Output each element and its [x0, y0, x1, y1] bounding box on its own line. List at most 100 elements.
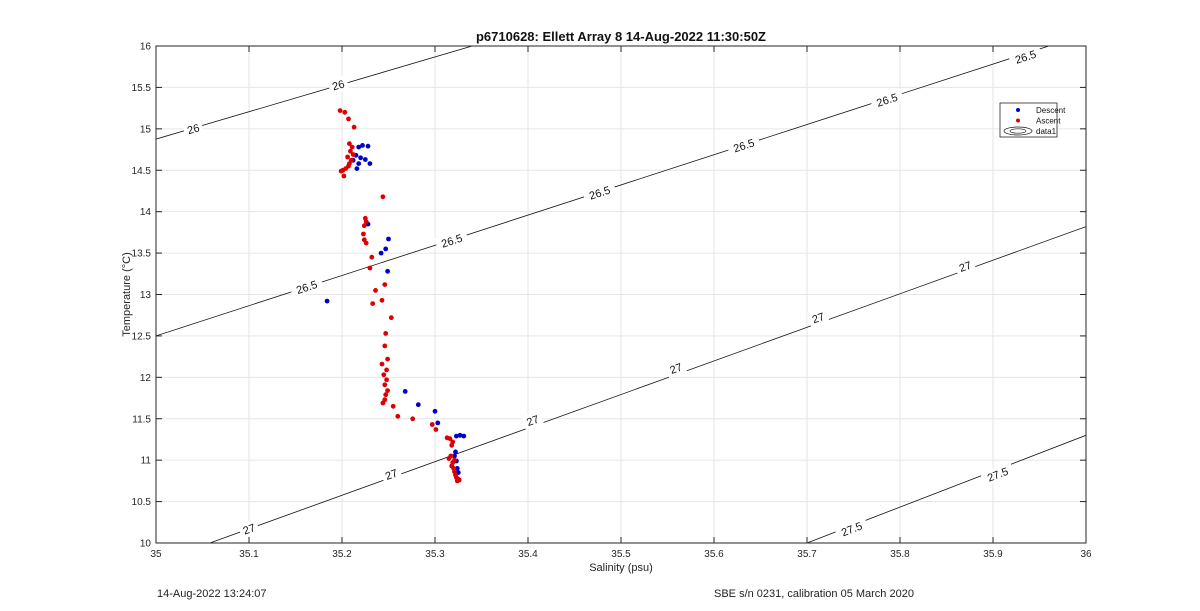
descent-point [354, 166, 360, 172]
ascent-point [447, 436, 453, 441]
ascent-point [385, 388, 390, 393]
y-tick-label: 14 [140, 207, 152, 218]
contour-label-bg [582, 181, 617, 205]
descent-point [386, 236, 391, 242]
contour-label-bg [327, 75, 350, 95]
ascent-point [341, 173, 347, 179]
contour-label-bg [289, 275, 325, 299]
contour-label: 27 [242, 522, 258, 537]
legend-contour-icon [1003, 126, 1033, 136]
y-tick-label: 15.5 [132, 83, 152, 94]
descent-point [356, 144, 362, 150]
contour-label-bg [806, 307, 830, 328]
descent-point [454, 466, 460, 471]
y-tick-label: 16 [140, 42, 152, 53]
ascent-point [383, 331, 389, 336]
x-tick-label: 35.5 [611, 549, 631, 560]
ascent-point [454, 478, 460, 484]
descent-point [383, 246, 389, 252]
descent-point [365, 143, 371, 149]
descent-point [415, 402, 421, 408]
ascent-point [380, 194, 386, 200]
series-ascent [337, 108, 462, 484]
ascent-point [337, 108, 343, 113]
contour-label-bg [726, 133, 762, 157]
descent-point [362, 157, 368, 162]
legend-label: Descent [1036, 106, 1066, 115]
ascent-point [373, 288, 378, 293]
x-tick-label: 36 [1080, 549, 1092, 560]
ascent-point [379, 297, 385, 303]
descent-point [358, 155, 363, 161]
ascent-point [349, 144, 355, 150]
contour-label: 27.5 [986, 466, 1010, 485]
ascent-point [347, 141, 352, 147]
ascent-point [390, 403, 396, 409]
ascent-point [382, 282, 388, 287]
descent-point [432, 408, 438, 414]
descent-point [461, 433, 467, 439]
ascent-point [346, 116, 351, 122]
descent-point [453, 449, 458, 455]
y-tick-label: 12 [140, 373, 152, 384]
ascent-point [410, 416, 416, 422]
contour-label-bg [664, 358, 688, 379]
ascent-point [379, 361, 385, 367]
contour-label: 27 [811, 311, 827, 326]
series-descent [324, 143, 467, 475]
x-tick-label: 35.8 [890, 549, 910, 560]
y-tick-label: 14.5 [132, 166, 152, 177]
ascent-point [383, 392, 389, 398]
contour-label: 27.5 [840, 520, 864, 539]
contour-label-bg [521, 410, 544, 431]
x-tick-label: 35.9 [983, 549, 1003, 560]
ascent-point [348, 148, 353, 154]
contour-label-bg [182, 119, 205, 139]
ascent-point [369, 254, 375, 260]
contour-label: 26.5 [440, 233, 464, 251]
y-tick-label: 10.5 [132, 497, 152, 508]
ascent-point [351, 124, 357, 130]
contour-label-bg [237, 519, 261, 539]
x-tick-label: 35.6 [704, 549, 724, 560]
legend-contour-icon [1009, 128, 1027, 134]
contour-label: 26.5 [875, 92, 899, 110]
x-tick-label: 35.7 [797, 549, 817, 560]
descent-point [324, 298, 330, 304]
contour-label-bg [434, 229, 470, 253]
footer-timestamp: 14-Aug-2022 13:24:07 [157, 588, 267, 600]
ascent-point [367, 265, 373, 271]
x-tick-label: 35.3 [425, 549, 445, 560]
ascent-point [429, 422, 435, 427]
ascent-point [363, 240, 369, 246]
contour-label: 26 [186, 122, 201, 137]
x-tick-label: 35.2 [332, 549, 352, 560]
legend-marker-descent [1016, 108, 1020, 112]
descent-point [452, 453, 457, 459]
ascent-point [384, 367, 389, 373]
ascent-point [382, 343, 388, 349]
descent-point [435, 420, 441, 426]
ascent-point [342, 109, 348, 115]
ascent-point [381, 372, 387, 378]
ascent-point [449, 442, 455, 448]
legend-label: data1 [1036, 127, 1057, 136]
ascent-point [395, 413, 401, 419]
descent-point [454, 433, 459, 439]
ascent-point [384, 377, 389, 383]
ascent-point [370, 301, 376, 306]
descent-point [367, 161, 373, 167]
ascent-point [388, 315, 394, 321]
y-tick-label: 11.5 [132, 414, 151, 425]
y-axis-label: Temperature (°C) [121, 252, 133, 336]
contour-label-bg [980, 461, 1016, 487]
footer-calibration: SBE s/n 0231, calibration 05 March 2020 [714, 588, 914, 600]
legend-label: Ascent [1036, 117, 1061, 126]
x-tick-label: 35.1 [239, 549, 259, 560]
contour-label-bg [869, 88, 905, 112]
descent-point [356, 161, 362, 167]
y-tick-label: 10 [140, 539, 152, 550]
contour-label: 26.5 [1014, 49, 1038, 67]
y-tick-label: 12.5 [132, 331, 152, 342]
